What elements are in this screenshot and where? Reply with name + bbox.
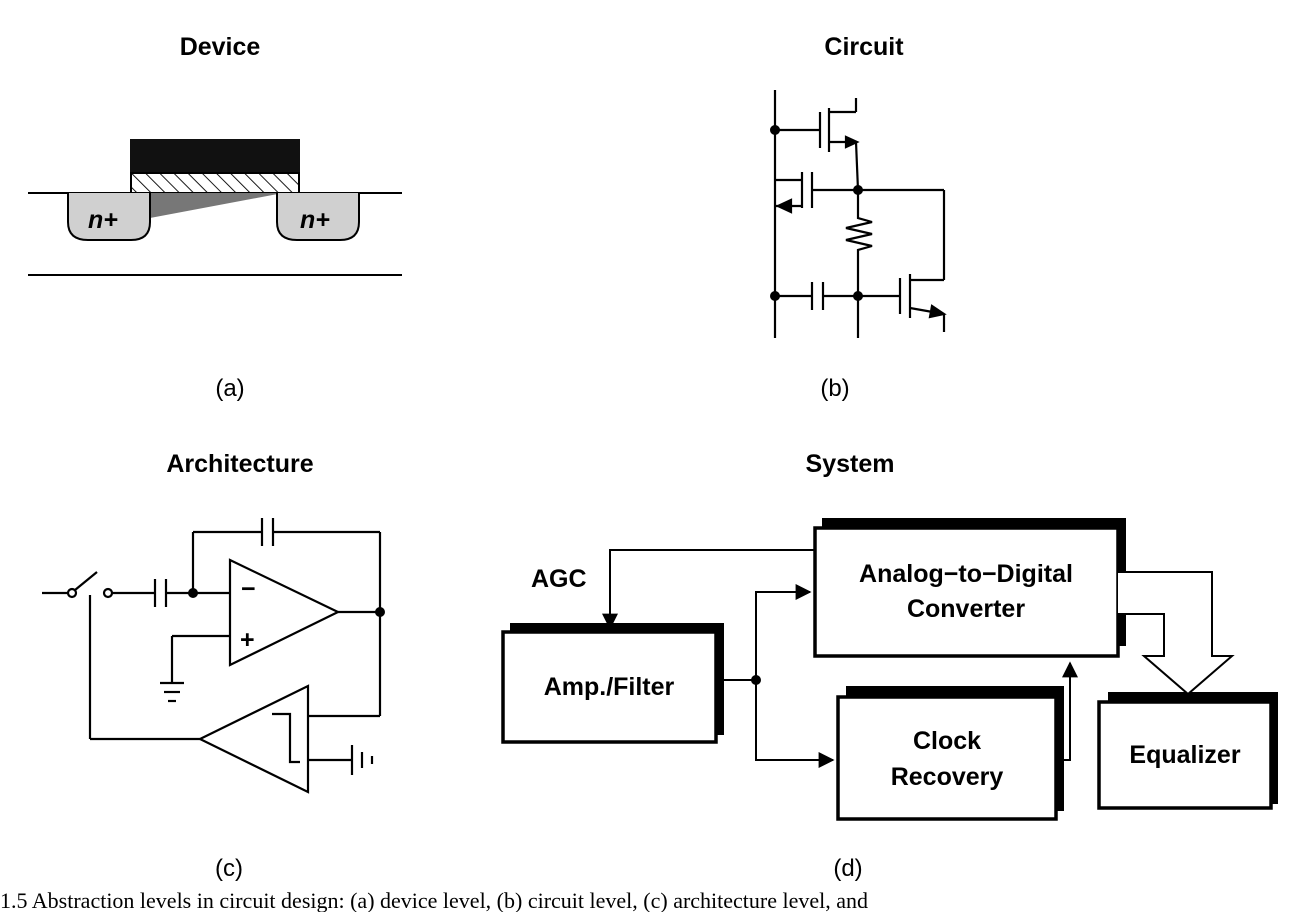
clock-recovery-label-line2: Recovery [891, 763, 1004, 791]
agc-label: AGC [531, 565, 587, 593]
opamp-plus-label: + [240, 626, 255, 654]
comparator-triangle [197, 684, 310, 794]
drain-region [276, 193, 360, 241]
adc-label-line2: Converter [907, 595, 1025, 623]
figure-caption: 1.5 Abstraction levels in circuit design… [0, 888, 869, 912]
system-block-diagram [501, 518, 1278, 821]
circuit-nodes [770, 125, 863, 301]
source-region [67, 193, 151, 241]
system-title: System [805, 450, 895, 478]
opamp-minus-label: − [241, 575, 256, 603]
label-b: (b) [820, 375, 850, 402]
equalizer-block [1097, 700, 1273, 810]
switch-blade [74, 571, 98, 591]
clock-recovery-block [836, 695, 1058, 821]
gate-oxide [130, 172, 300, 194]
amp-filter-label: Amp./Filter [544, 673, 675, 701]
adc-label-line1: Analog−to−Digital [859, 560, 1073, 588]
amp-filter-block [501, 630, 718, 744]
architecture-schematic [42, 518, 382, 794]
drain-label: n+ [300, 206, 330, 234]
circuit-schematic [773, 90, 947, 338]
clock-recovery-label-line1: Clock [913, 727, 981, 755]
label-d: (d) [833, 855, 863, 882]
label-a: (a) [215, 375, 245, 402]
architecture-nodes [188, 588, 385, 617]
circuit-title: Circuit [824, 33, 904, 61]
device-title: Device [179, 33, 261, 61]
label-c: (c) [215, 855, 243, 882]
equalizer-label: Equalizer [1129, 741, 1240, 769]
gate-electrode [130, 139, 300, 174]
bus-arrow [1118, 571, 1235, 696]
source-label: n+ [88, 206, 118, 234]
architecture-title: Architecture [166, 450, 314, 478]
system-nodes [751, 675, 761, 685]
switch-contact-right [102, 587, 114, 599]
device-cross-section [28, 139, 402, 276]
switch-contact-left [66, 587, 78, 599]
channel [150, 193, 283, 218]
adc-block [813, 526, 1120, 658]
opamp-triangle [228, 558, 341, 667]
